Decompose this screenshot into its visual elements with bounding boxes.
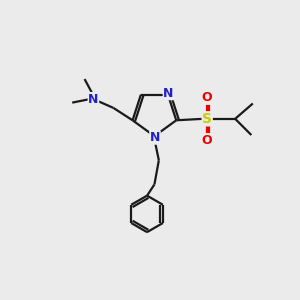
Text: N: N (163, 87, 174, 100)
Text: O: O (202, 134, 212, 147)
Text: N: N (88, 93, 99, 106)
Text: N: N (150, 131, 160, 144)
Text: S: S (202, 112, 212, 126)
Text: O: O (202, 91, 212, 103)
